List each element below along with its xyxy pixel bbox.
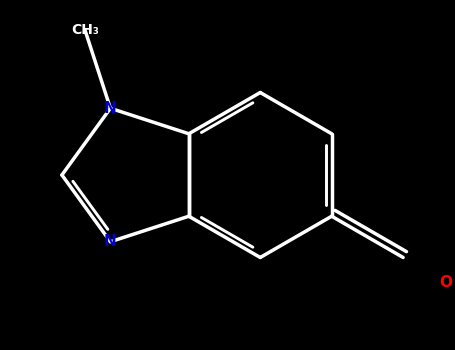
Text: N: N <box>104 234 117 249</box>
Text: N: N <box>104 101 117 116</box>
Text: O: O <box>440 275 452 290</box>
Text: CH₃: CH₃ <box>71 23 99 37</box>
